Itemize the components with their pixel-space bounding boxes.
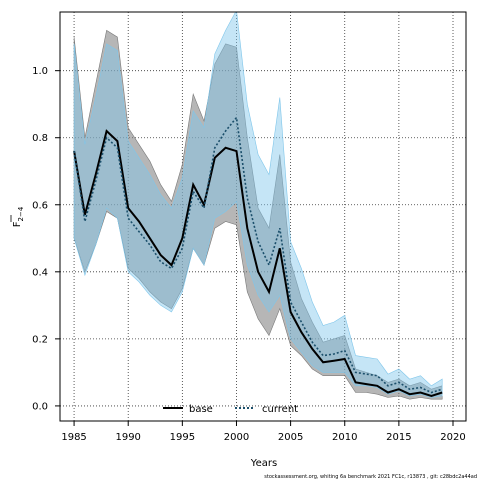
y-tick-label-0: 0.0	[32, 401, 48, 412]
x-axis: 1985 1990 1995 2000 2005 2010 2015 2020	[61, 421, 466, 443]
x-axis-title: Years	[250, 458, 277, 469]
y-tick-label-5: 1.0	[32, 66, 48, 77]
y-tick-label-1: 0.2	[32, 334, 48, 345]
x-tick-label-2005: 2005	[278, 432, 303, 443]
y-tick-label-2: 0.4	[32, 267, 48, 278]
base-series-line	[73, 129, 443, 397]
x-tick-label-2015: 2015	[386, 432, 411, 443]
x-tick-label-2000: 2000	[224, 432, 249, 443]
current-confidence-band	[73, 12, 443, 398]
legend: base current	[163, 404, 298, 415]
x-tick-label-2010: 2010	[332, 432, 357, 443]
current-series-line	[73, 115, 443, 394]
svg-text:F2−4: F2−4	[12, 206, 25, 227]
legend-base-label: base	[189, 404, 213, 415]
plot-frame	[59, 11, 467, 422]
x-tick-label-2020: 2020	[440, 432, 465, 443]
y-axis: 0.0 0.2 0.4 0.6 0.8 1.0	[32, 66, 60, 412]
x-tick-label-1995: 1995	[170, 432, 195, 443]
x-tick-label-1990: 1990	[115, 432, 140, 443]
legend-current-label: current	[262, 404, 298, 415]
y-tick-label-4: 0.8	[32, 133, 48, 144]
y-axis-title-subscript: 2−4	[17, 206, 25, 221]
x-tick-label-1985: 1985	[61, 432, 86, 443]
footnote: stockassessment.org, whiting 6a benchmar…	[264, 474, 477, 480]
y-axis-title-main: F	[12, 221, 23, 227]
y-axis-title: F2−4	[10, 206, 25, 227]
y-tick-label-3: 0.6	[32, 200, 48, 211]
